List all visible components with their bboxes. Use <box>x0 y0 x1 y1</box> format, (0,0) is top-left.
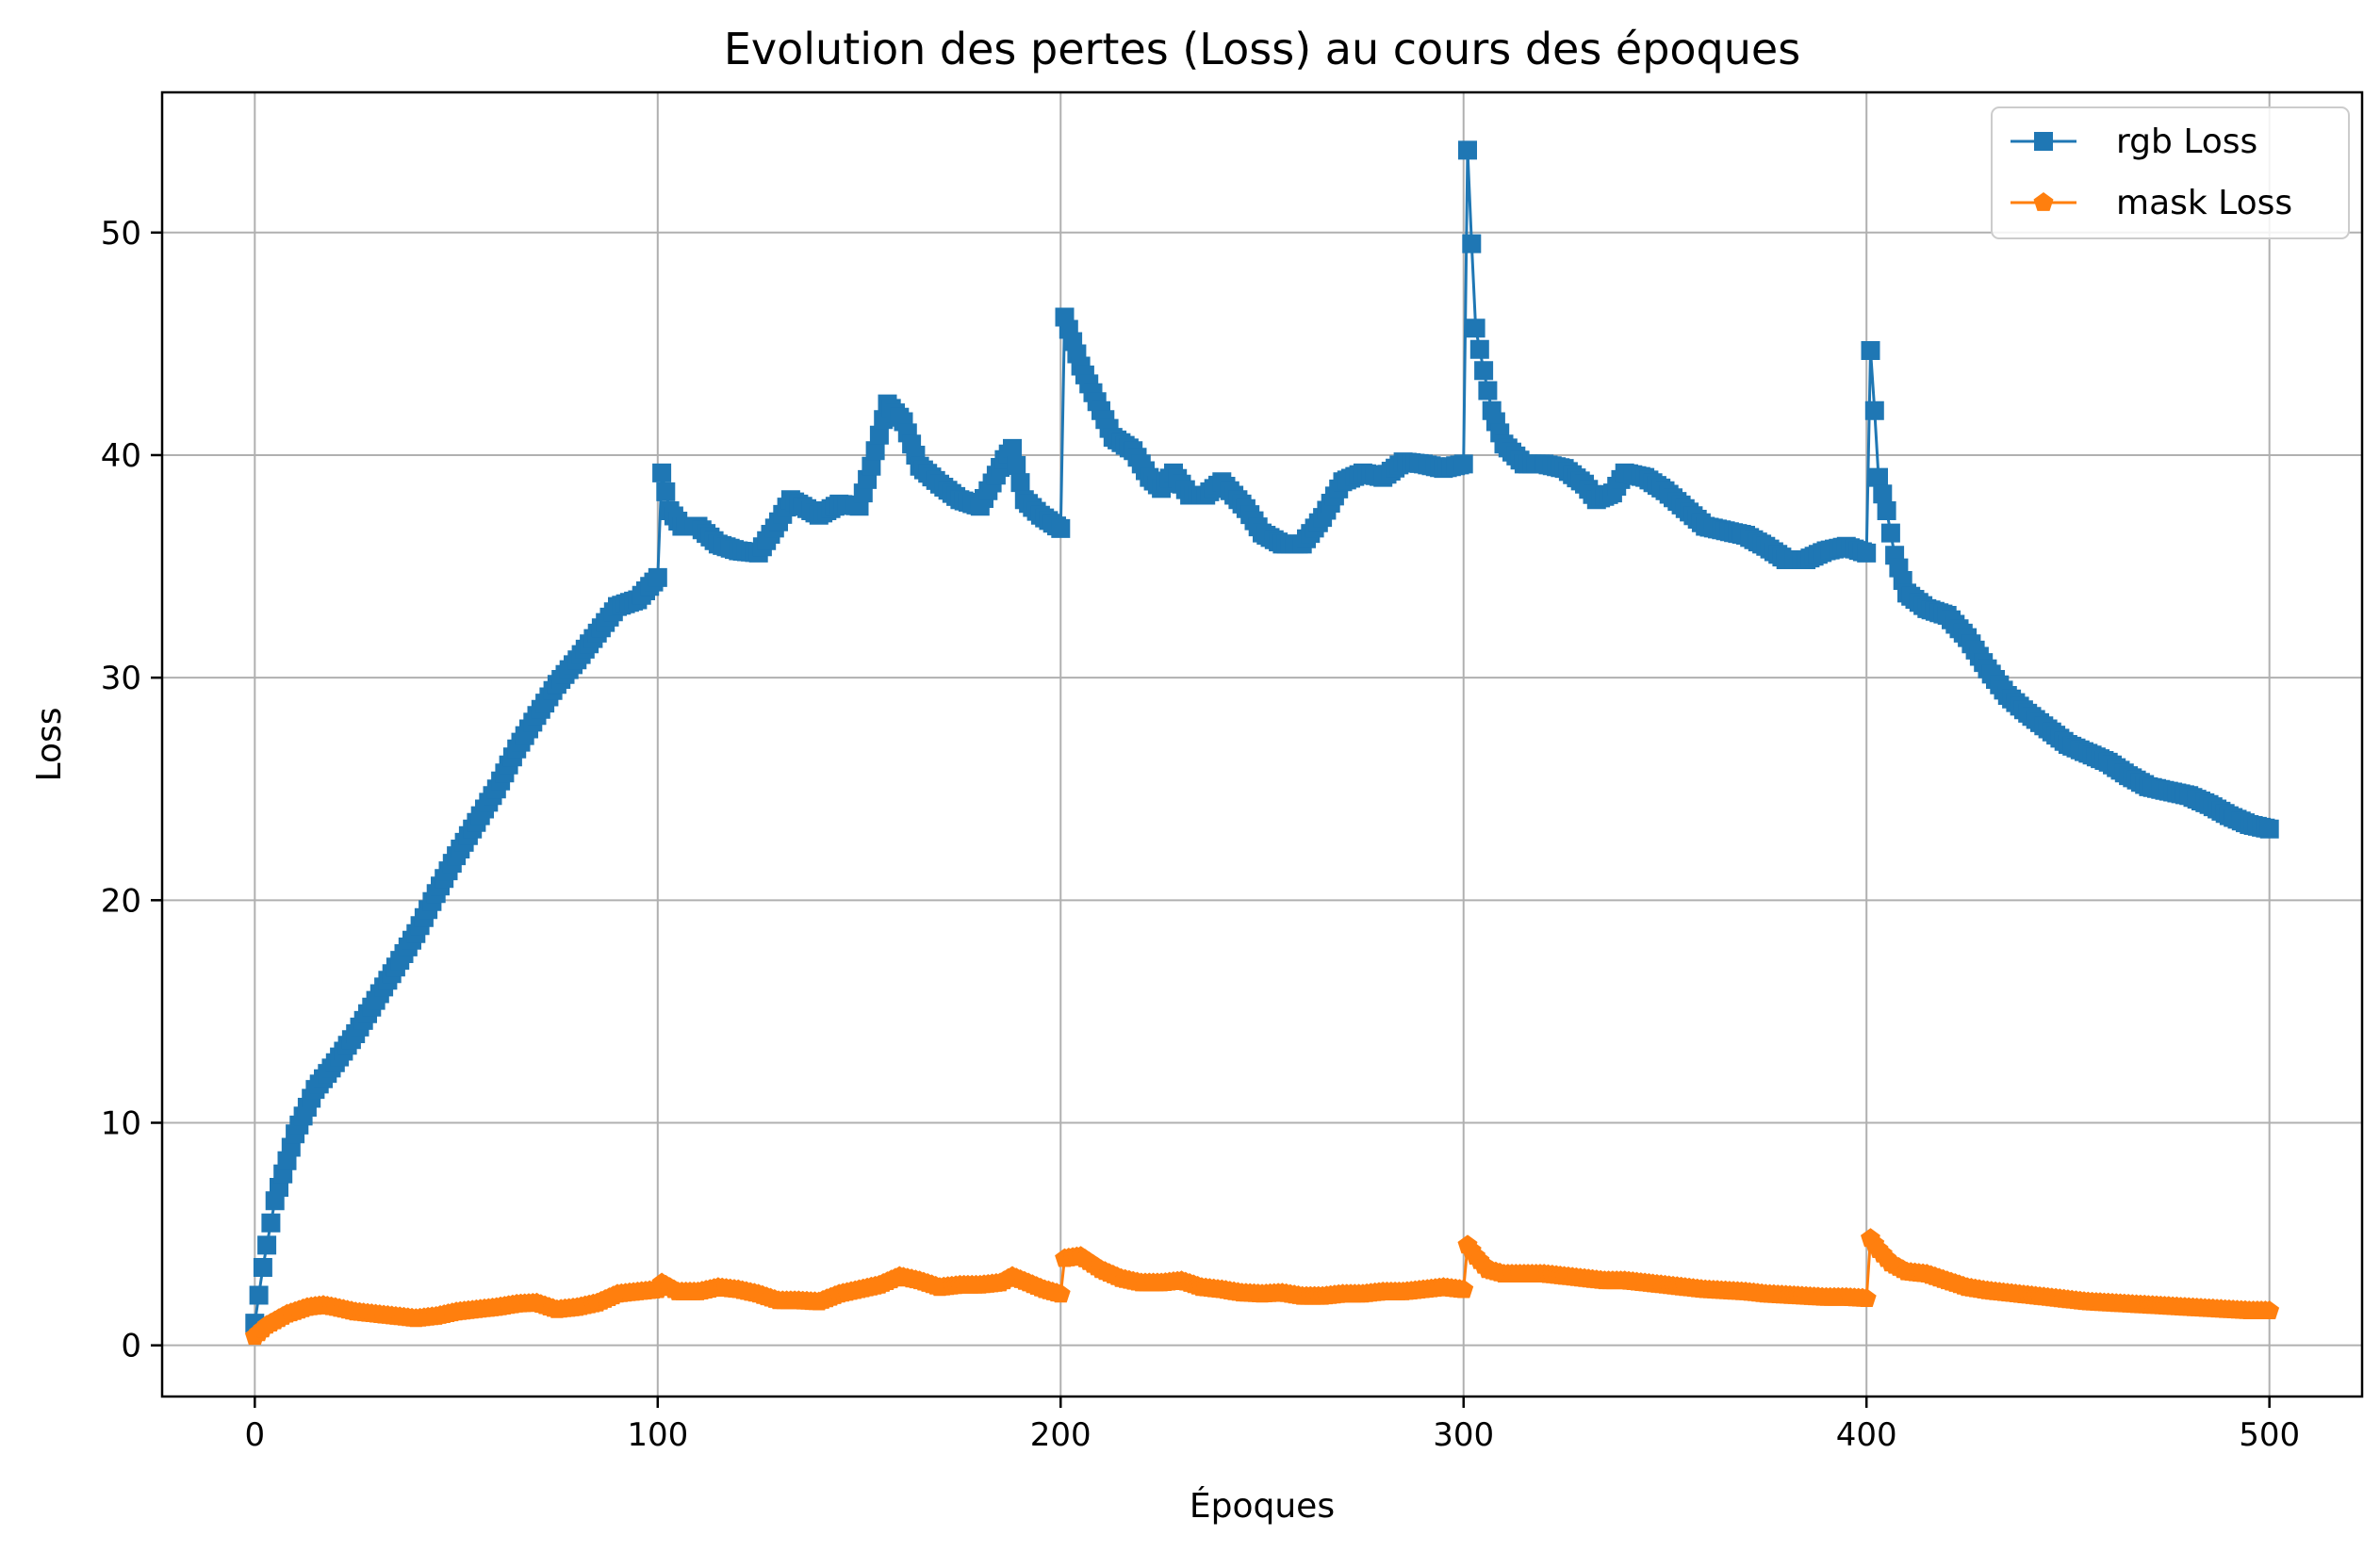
legend-entry-rgb-loss: rgb Loss <box>2011 123 2257 161</box>
y-tick-label: 40 <box>101 437 141 475</box>
data-point <box>1873 484 1893 504</box>
data-point <box>652 463 672 482</box>
x-axis-label: Époques <box>1190 1486 1335 1526</box>
data-point <box>2259 1300 2280 1319</box>
data-point <box>862 456 881 476</box>
legend-box <box>1991 106 2350 239</box>
data-point <box>1857 543 1877 563</box>
data-point <box>1453 1279 1474 1299</box>
y-axis-label: Loss <box>30 708 69 782</box>
legend-entry-mask-loss: mask Loss <box>2011 184 2292 222</box>
legend: rgb Loss mask Loss <box>1991 106 2350 239</box>
y-tick-label: 20 <box>101 882 141 920</box>
data-point <box>1050 1283 1071 1303</box>
x-tick-label: 0 <box>244 1416 265 1454</box>
y-tick-label: 10 <box>101 1105 141 1143</box>
data-point <box>1051 518 1071 538</box>
data-point <box>1880 523 1900 543</box>
data-point <box>865 441 885 461</box>
data-point <box>1469 339 1489 359</box>
data-point <box>1877 501 1896 520</box>
chart-title: Evolution des pertes (Loss) au cours des… <box>724 24 1800 74</box>
data-point <box>253 1258 272 1277</box>
series-mask-loss <box>244 1228 2280 1346</box>
data-point <box>1856 1288 1877 1307</box>
legend-entries: rgb Loss mask Loss <box>2011 123 2292 222</box>
data-point <box>1003 438 1022 458</box>
data-point <box>1861 341 1880 360</box>
x-tick-label: 300 <box>1433 1416 1494 1454</box>
data-point <box>1010 473 1030 493</box>
x-tick-label: 400 <box>1836 1416 1897 1454</box>
data-point <box>1478 381 1498 400</box>
y-tick-label: 30 <box>101 660 141 697</box>
legend-marker <box>2034 132 2053 151</box>
legend-marker <box>2033 192 2054 211</box>
x-tick-label: 200 <box>1030 1416 1092 1454</box>
tick-layer: 0 100 200 300 400 500 0 10 20 30 40 50 <box>101 215 2300 1454</box>
data-point <box>1864 400 1884 420</box>
data-point <box>1466 319 1485 338</box>
y-tick-label: 0 <box>121 1328 141 1365</box>
data-point <box>1869 467 1888 487</box>
legend-label: mask Loss <box>2116 184 2292 222</box>
series-rgb-loss <box>245 140 2279 1333</box>
data-point <box>1453 454 1473 474</box>
x-tick-label: 500 <box>2239 1416 2300 1454</box>
x-tick-label: 100 <box>627 1416 688 1454</box>
data-point <box>656 482 676 501</box>
legend-label: rgb Loss <box>2116 123 2257 161</box>
data-point <box>257 1235 277 1255</box>
data-point <box>1007 456 1026 475</box>
data-point <box>249 1285 269 1305</box>
data-point <box>869 425 889 445</box>
data-point <box>1458 140 1477 160</box>
data-point <box>2259 819 2279 839</box>
data-point <box>1462 234 1482 253</box>
data-point <box>261 1213 281 1233</box>
plot-frame <box>160 90 2364 1398</box>
data-point <box>1474 361 1494 381</box>
y-tick-label: 50 <box>101 215 141 253</box>
data-point <box>648 567 667 587</box>
series-layer <box>244 140 2280 1346</box>
